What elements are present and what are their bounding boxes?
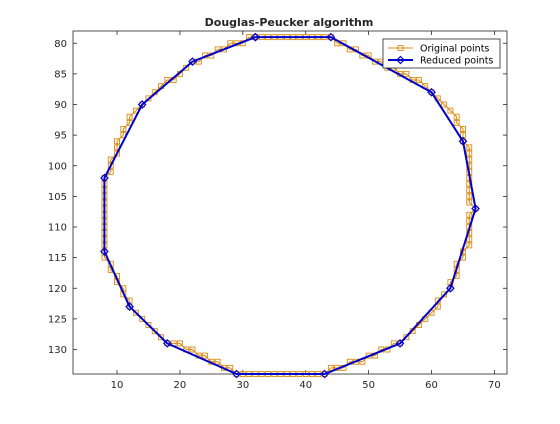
data-point: [453, 119, 460, 126]
data-point: [162, 339, 172, 348]
data-point: [100, 173, 109, 183]
series-reduced-points: [100, 32, 480, 379]
data-point: [114, 150, 120, 157]
y-tick-label: 110: [48, 223, 67, 234]
legend-label: Reduced points: [420, 56, 493, 67]
data-point: [466, 199, 473, 206]
data-point: [126, 113, 133, 120]
series-line: [103, 36, 477, 375]
data-point: [139, 315, 146, 322]
y-tick-label: 100: [48, 161, 67, 172]
data-point: [395, 339, 405, 348]
data-point: [460, 126, 466, 132]
data-point: [471, 204, 480, 213]
x-tick-label: 50: [362, 380, 375, 391]
x-tick-label: 30: [236, 380, 249, 391]
data-point: [214, 358, 221, 365]
data-point: [447, 107, 454, 114]
series-layer: [100, 32, 480, 379]
x-tick-label: 10: [111, 380, 124, 391]
data-point: [434, 303, 441, 310]
data-point: [446, 283, 455, 293]
legend-marker: [397, 45, 404, 51]
data-point: [120, 126, 127, 132]
y-tick-label: 115: [48, 253, 67, 264]
data-point: [403, 334, 410, 341]
data-point: [441, 291, 448, 298]
legend-label: Original points: [420, 44, 489, 55]
data-point: [188, 57, 197, 66]
y-tick-label: 120: [48, 284, 67, 295]
data-point: [466, 144, 473, 151]
data-point: [126, 303, 133, 310]
x-tick-label: 40: [299, 380, 312, 391]
data-point: [125, 302, 134, 311]
axis-ticks: 10 20 30 40 50 60 70 80 85 90 95 100 105 110 115 120 125…: [48, 31, 507, 391]
data-point: [466, 211, 473, 218]
legend-entry: Original points: [388, 44, 489, 55]
y-tick-label: 90: [54, 100, 67, 111]
data-point: [415, 77, 422, 83]
data-point: [453, 113, 460, 120]
data-point: [139, 101, 146, 108]
data-point: [458, 136, 468, 146]
data-point: [100, 247, 109, 256]
y-tick-label: 85: [54, 69, 67, 80]
y-tick-label: 130: [48, 345, 67, 356]
data-point: [227, 40, 234, 47]
data-point: [176, 340, 183, 347]
data-point: [427, 87, 436, 97]
plot-area: [72, 30, 508, 375]
data-point: [145, 95, 152, 102]
data-point: [114, 138, 120, 145]
chart-title: Douglas-Peucker algorithm: [205, 16, 374, 29]
data-point: [183, 64, 190, 71]
data-point: [466, 150, 473, 157]
x-tick-label: 20: [174, 380, 187, 391]
data-point: [151, 328, 158, 335]
data-point: [403, 70, 410, 77]
y-tick-label: 105: [48, 192, 67, 203]
data-point: [320, 369, 329, 379]
data-point: [158, 334, 165, 341]
data-point: [466, 242, 473, 249]
x-tick-label: 60: [425, 380, 438, 391]
data-point: [107, 162, 114, 169]
data-point: [441, 101, 448, 108]
legend-box: [382, 38, 501, 69]
data-point: [326, 32, 336, 42]
data-point: [137, 100, 147, 109]
data-point: [428, 89, 435, 96]
data-point: [164, 340, 171, 347]
data-point: [202, 352, 209, 359]
y-tick-label: 80: [54, 39, 67, 50]
y-tick-label: 125: [48, 314, 67, 325]
x-tick-label: 70: [488, 380, 501, 391]
legend-entry: Reduced points: [388, 56, 493, 67]
legend-marker: [396, 55, 405, 65]
data-point: [132, 309, 139, 316]
data-point: [466, 193, 473, 200]
data-point: [251, 32, 260, 42]
y-tick-label: 95: [54, 131, 67, 142]
data-point: [232, 369, 241, 379]
data-point: [189, 346, 196, 353]
data-point: [145, 322, 152, 328]
